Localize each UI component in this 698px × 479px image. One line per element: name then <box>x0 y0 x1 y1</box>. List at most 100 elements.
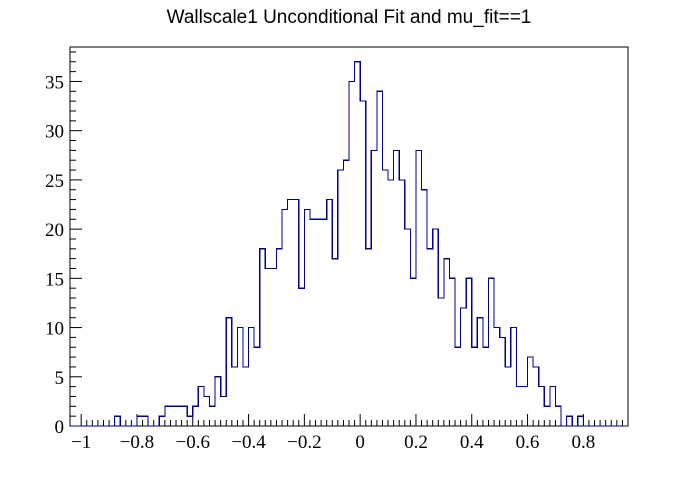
histogram-bin <box>500 337 506 426</box>
x-tick-label: 0 <box>355 432 365 453</box>
histogram-line <box>70 61 628 427</box>
histogram-bin <box>299 288 305 426</box>
x-tick-label: 0.6 <box>516 432 540 453</box>
y-tick-label: 10 <box>45 319 64 340</box>
histogram-bin <box>578 416 584 426</box>
histogram-bin <box>416 150 422 426</box>
tick-labels: −1 −0.8 −0.6 −0.4 −0.2 0 0.2 0.4 0.6 0.8 0 5 10 15 20 2… <box>45 72 595 453</box>
histogram-bin <box>388 180 394 426</box>
chart-title: Wallscale1 Unconditional Fit and mu_fit=… <box>167 7 532 28</box>
histogram-bin <box>567 416 573 426</box>
histogram-bin <box>254 347 260 426</box>
histogram-bin <box>165 406 171 426</box>
histogram-bin <box>489 278 495 426</box>
x-tick-label: −0.2 <box>287 432 321 453</box>
histogram-bin <box>288 200 294 426</box>
histogram-bin <box>433 229 439 426</box>
histogram-bin <box>522 387 528 426</box>
y-tick-label: 35 <box>45 72 64 93</box>
histogram-bin <box>338 170 344 426</box>
histogram-bin <box>427 249 433 426</box>
y-tick-label: 5 <box>55 368 65 389</box>
histogram-bin <box>170 406 176 426</box>
histogram-bin <box>382 170 388 426</box>
x-tick-label: −0.8 <box>120 432 154 453</box>
histogram-bin <box>193 406 199 426</box>
x-tick-label: −0.4 <box>231 432 266 453</box>
y-tick-label: 30 <box>45 122 64 143</box>
histogram-bin <box>293 200 299 426</box>
histogram-bin <box>265 268 271 426</box>
x-tick-label: −1 <box>71 432 91 453</box>
histogram-bin <box>505 367 511 426</box>
histogram-bin <box>366 249 372 426</box>
histogram-bin <box>550 387 556 426</box>
histogram-bin <box>477 318 483 426</box>
histogram-bin <box>461 308 467 426</box>
histogram-bin <box>243 367 249 426</box>
histogram-bin <box>187 416 193 426</box>
histogram-bin <box>394 150 400 426</box>
histogram-bin <box>304 209 310 426</box>
histogram-bin <box>249 328 255 426</box>
histogram-bin <box>321 219 327 426</box>
histogram-bin <box>544 406 550 426</box>
histogram-bin <box>237 328 243 426</box>
histogram-bin <box>355 62 361 426</box>
histogram-bin <box>555 406 561 426</box>
histogram-bin <box>260 249 266 426</box>
histogram-bin <box>377 91 383 426</box>
histogram-bin <box>221 396 227 426</box>
x-tick-label: 0.2 <box>404 432 428 453</box>
histogram-bin <box>210 406 216 426</box>
histogram-bin <box>271 268 277 426</box>
histogram-bin <box>349 81 355 426</box>
histogram-bin <box>182 406 188 426</box>
histogram-bin <box>282 209 288 426</box>
histogram-bin <box>472 347 478 426</box>
histogram-bin <box>511 328 517 426</box>
histogram-bin <box>159 416 165 426</box>
histogram-bin <box>371 150 377 426</box>
histogram-bin <box>176 406 182 426</box>
histogram-bin <box>332 259 338 426</box>
y-tick-label: 25 <box>45 171 64 192</box>
histogram-bin <box>226 318 232 426</box>
histogram-bin <box>360 101 366 426</box>
y-tick-label: 20 <box>45 220 64 241</box>
axis-ticks <box>70 51 629 427</box>
histogram-bin <box>327 200 333 426</box>
histogram-bin <box>516 387 522 426</box>
histogram-bin <box>143 416 149 426</box>
histogram-bin <box>115 416 121 426</box>
x-tick-label: −0.6 <box>176 432 210 453</box>
histogram-step-line <box>70 61 628 427</box>
y-tick-label: 15 <box>45 269 64 290</box>
histogram-bin <box>483 347 489 426</box>
histogram-bin <box>343 160 349 426</box>
histogram-bin <box>410 278 416 426</box>
histogram-bin <box>533 367 539 426</box>
histogram-bin <box>316 219 322 426</box>
histogram-bin <box>444 259 450 426</box>
histogram-bin <box>528 357 534 426</box>
histogram-bin <box>539 387 545 426</box>
histogram-bin <box>405 229 411 426</box>
histogram-bin <box>466 278 472 426</box>
histogram-bin <box>310 219 316 426</box>
histogram-bin <box>215 377 221 426</box>
histogram-bin <box>276 249 282 426</box>
histogram-bin <box>232 367 238 426</box>
histogram-bin <box>137 416 143 426</box>
x-tick-label: 0.4 <box>460 432 484 453</box>
x-tick-label: 0.8 <box>571 432 595 453</box>
histogram-bin <box>494 328 500 426</box>
histogram-bin <box>455 347 461 426</box>
histogram-bin <box>422 190 428 426</box>
y-tick-label: 0 <box>55 417 65 438</box>
histogram-bin <box>438 298 444 426</box>
histogram-bin <box>198 387 204 426</box>
histogram-bin <box>204 396 210 426</box>
